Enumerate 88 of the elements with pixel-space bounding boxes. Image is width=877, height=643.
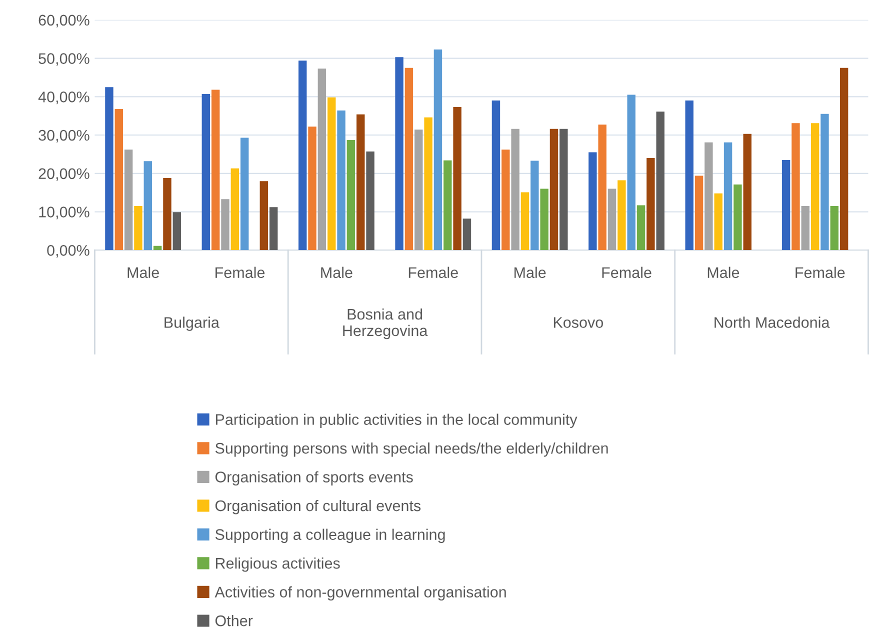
bar	[560, 128, 568, 250]
bar	[308, 126, 316, 250]
bar	[550, 128, 558, 250]
bar	[356, 114, 365, 250]
text: Kosovo	[554, 317, 603, 328]
bar	[734, 184, 742, 250]
x-tick-label: Male	[708, 266, 740, 278]
bar	[153, 246, 162, 250]
x-tick-label: Male	[514, 266, 546, 278]
bar	[618, 180, 626, 250]
bar	[269, 207, 278, 250]
bar	[318, 68, 326, 250]
bar	[366, 152, 374, 250]
bar	[492, 100, 500, 250]
bar	[656, 112, 664, 250]
bar	[520, 192, 530, 250]
bar	[502, 150, 510, 250]
bar	[462, 218, 472, 250]
bar	[792, 123, 800, 250]
legend-label: Organisation of sports events	[215, 471, 413, 486]
bar	[134, 206, 142, 250]
bar	[221, 199, 230, 250]
bar	[810, 123, 820, 250]
legend-label: Activities of non-governmental organisation	[214, 586, 506, 600]
bar	[202, 94, 210, 250]
legend-label: Participation in public activities in the local community	[216, 414, 578, 428]
bar	[636, 205, 646, 250]
bar	[240, 138, 249, 250]
bar	[627, 94, 636, 250]
bar	[840, 68, 848, 250]
bar	[598, 124, 606, 250]
bar	[424, 117, 432, 250]
bar	[105, 87, 114, 250]
legend-label: Supporting persons with special needs/the elderly/children	[215, 442, 608, 457]
legend-label: Organisation of cultural events	[215, 500, 421, 514]
bar	[724, 142, 732, 250]
bar	[114, 108, 123, 250]
bar	[820, 114, 829, 250]
bar	[588, 152, 597, 250]
y-tick-label: 60,00%	[38, 14, 90, 28]
legend-label: Religious activities	[216, 557, 340, 572]
bar	[801, 206, 810, 250]
text: Bulgaria	[164, 316, 220, 331]
legend-label: Other	[215, 615, 253, 626]
bar	[704, 142, 713, 250]
bar	[260, 181, 268, 250]
x-tick-label: Female	[602, 266, 652, 278]
y-tick-label: 50,00%	[38, 53, 90, 66]
bar	[298, 60, 307, 250]
bar	[646, 158, 655, 250]
y-tick-label: 20,00%	[38, 168, 90, 181]
text: Bosnia and Herzegovina	[343, 308, 428, 340]
legend-label: Supporting a colleague in learning	[215, 528, 445, 543]
bar	[743, 134, 752, 250]
bar	[540, 188, 548, 250]
bar	[608, 188, 616, 250]
bar	[211, 90, 220, 250]
bar	[124, 150, 133, 250]
x-tick-label: Male	[321, 266, 352, 278]
y-tick-label: 10,00%	[39, 206, 90, 220]
bar	[395, 57, 404, 250]
y-tick-label: 40,00%	[38, 92, 90, 104]
bar	[685, 100, 694, 250]
y-tick-label: 0,00%	[47, 244, 90, 258]
bar	[453, 107, 462, 250]
bar	[530, 160, 539, 250]
bar	[172, 212, 182, 250]
bar	[782, 160, 790, 250]
bar	[327, 97, 336, 250]
x-tick-label: Female	[796, 266, 845, 278]
bar	[337, 110, 346, 250]
text: North Macedonia	[714, 316, 830, 328]
bar	[346, 140, 356, 250]
bar	[144, 161, 152, 250]
bar	[163, 178, 172, 250]
bar	[230, 168, 240, 250]
bar	[511, 128, 520, 250]
bar	[444, 160, 452, 250]
bar	[714, 193, 722, 250]
bar	[414, 130, 423, 250]
x-tick-label: Female	[408, 266, 458, 278]
y-tick-label: 30,00%	[38, 130, 90, 143]
x-tick-label: Male	[128, 266, 159, 278]
bar	[434, 49, 442, 250]
bar	[830, 206, 838, 250]
bar	[404, 68, 414, 250]
bar	[694, 176, 704, 250]
x-tick-label: Female	[216, 266, 265, 278]
